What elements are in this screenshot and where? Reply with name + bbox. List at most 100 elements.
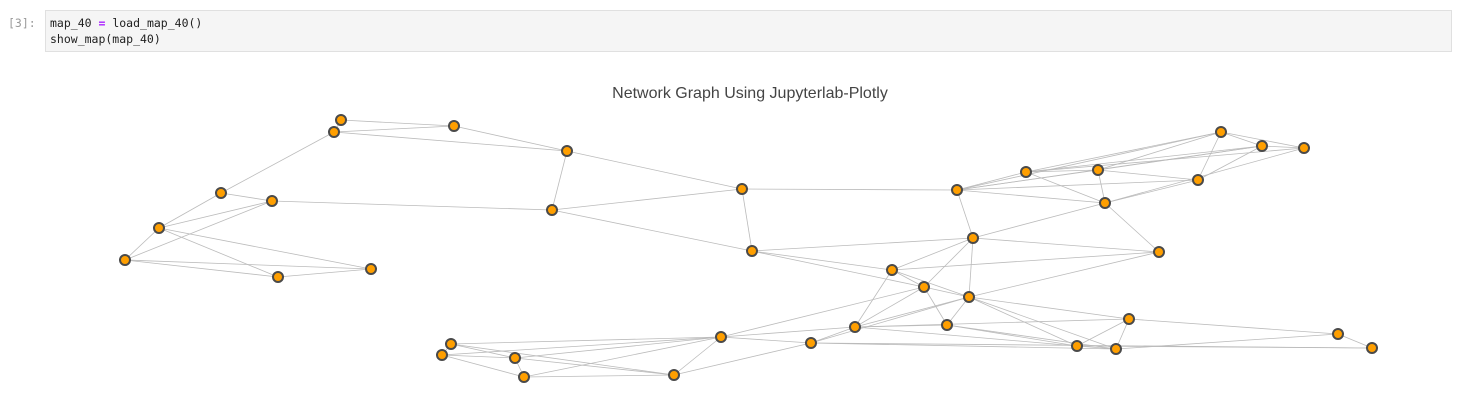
graph-edge [1025, 171, 1106, 204]
graph-edge [673, 342, 812, 376]
graph-node[interactable] [365, 263, 377, 275]
graph-node[interactable] [448, 120, 460, 132]
graph-edge [741, 188, 753, 252]
code-text: show_map(map_40) [50, 32, 161, 46]
graph-edge [720, 326, 856, 338]
graph-edge [340, 119, 455, 127]
graph-node[interactable] [1332, 328, 1344, 340]
graph-edge [124, 200, 273, 261]
graph-edge [271, 200, 553, 211]
graph-node[interactable] [746, 245, 758, 257]
graph-edge [1097, 131, 1222, 171]
graph-edge [891, 269, 925, 288]
graph-node[interactable] [1153, 246, 1165, 258]
graph-node[interactable] [886, 264, 898, 276]
code-text: map_40 [50, 16, 99, 30]
graph-edge [968, 296, 1078, 347]
graph-node[interactable] [153, 222, 165, 234]
graph-node[interactable] [445, 338, 457, 350]
graph-edge [751, 237, 974, 252]
graph-edge [1337, 333, 1373, 349]
code-line-2: show_map(map_40) [50, 31, 1451, 47]
graph-edge [220, 192, 273, 202]
graph-edge [523, 336, 722, 378]
code-cell-editor[interactable]: map_40 = load_map_40() show_map(map_40) [45, 10, 1452, 52]
graph-node[interactable] [1192, 174, 1204, 186]
graph-edge [1097, 145, 1263, 171]
graph-edge [1025, 145, 1263, 173]
graph-edge [741, 188, 958, 191]
graph-edge [333, 125, 455, 133]
cell-output: Network Graph Using Jupyterlab-Plotly [0, 60, 1462, 416]
graph-node[interactable] [215, 187, 227, 199]
graph-node[interactable] [266, 195, 278, 207]
network-graph-plot[interactable] [0, 60, 1462, 416]
graph-edge [220, 131, 335, 194]
graph-edge [956, 179, 1199, 191]
graph-node[interactable] [1215, 126, 1227, 138]
graph-node[interactable] [119, 254, 131, 266]
graph-edge [956, 131, 1222, 191]
graph-node[interactable] [1298, 142, 1310, 154]
graph-node[interactable] [668, 369, 680, 381]
graph-edge [946, 324, 1078, 347]
graph-edge [441, 354, 525, 378]
graph-node[interactable] [805, 337, 817, 349]
graph-node[interactable] [849, 321, 861, 333]
graph-edge [923, 237, 974, 288]
graph-edge [450, 343, 516, 359]
graph-edge [277, 268, 372, 278]
graph-edge [854, 318, 1130, 328]
graph-node[interactable] [736, 183, 748, 195]
graph-edge [810, 342, 1117, 350]
plot-title: Network Graph Using Jupyterlab-Plotly [612, 85, 888, 102]
graph-node[interactable] [1123, 313, 1135, 325]
graph-edge [956, 189, 974, 239]
graph-node[interactable] [1071, 340, 1083, 352]
graph-edge [453, 125, 568, 152]
graph-node[interactable] [272, 271, 284, 283]
graph-node[interactable] [1110, 343, 1122, 355]
cell-prompt: [3]: [8, 16, 36, 30]
graph-edge [441, 336, 722, 356]
graph-edge [1104, 202, 1160, 253]
graph-node[interactable] [715, 331, 727, 343]
graph-node[interactable] [951, 184, 963, 196]
graph-node[interactable] [436, 349, 448, 361]
graph-node[interactable] [518, 371, 530, 383]
graph-node[interactable] [335, 114, 347, 126]
graph-node[interactable] [561, 145, 573, 157]
graph-edge [891, 237, 974, 271]
graph-edge [891, 269, 970, 298]
graph-node[interactable] [941, 319, 953, 331]
code-line-1: map_40 = load_map_40() [50, 15, 1451, 31]
graph-node[interactable] [963, 291, 975, 303]
graph-node[interactable] [1366, 342, 1378, 354]
graph-edge [810, 326, 856, 344]
graph-node[interactable] [918, 281, 930, 293]
graph-edge [124, 227, 160, 261]
graph-edge [551, 188, 743, 211]
graph-edge [720, 286, 925, 338]
graph-edge [158, 227, 279, 278]
graph-edge [1128, 318, 1339, 335]
graph-edge [441, 354, 516, 359]
graph-node[interactable] [1256, 140, 1268, 152]
graph-node[interactable] [546, 204, 558, 216]
graph-edge [751, 250, 925, 288]
graph-node[interactable] [328, 126, 340, 138]
graph-edge [854, 296, 970, 328]
graph-edge [514, 357, 675, 376]
graph-edge [854, 326, 1078, 347]
graph-node[interactable] [1020, 166, 1032, 178]
graph-node[interactable] [967, 232, 979, 244]
graph-edge [891, 251, 1160, 271]
graph-edge [551, 150, 568, 211]
graph-node[interactable] [1092, 164, 1104, 176]
graph-node[interactable] [509, 352, 521, 364]
graph-edge [946, 324, 1117, 350]
graph-edge [854, 269, 893, 328]
graph-node[interactable] [1099, 197, 1111, 209]
graph-edge [810, 296, 970, 344]
graph-edge [956, 189, 1106, 204]
